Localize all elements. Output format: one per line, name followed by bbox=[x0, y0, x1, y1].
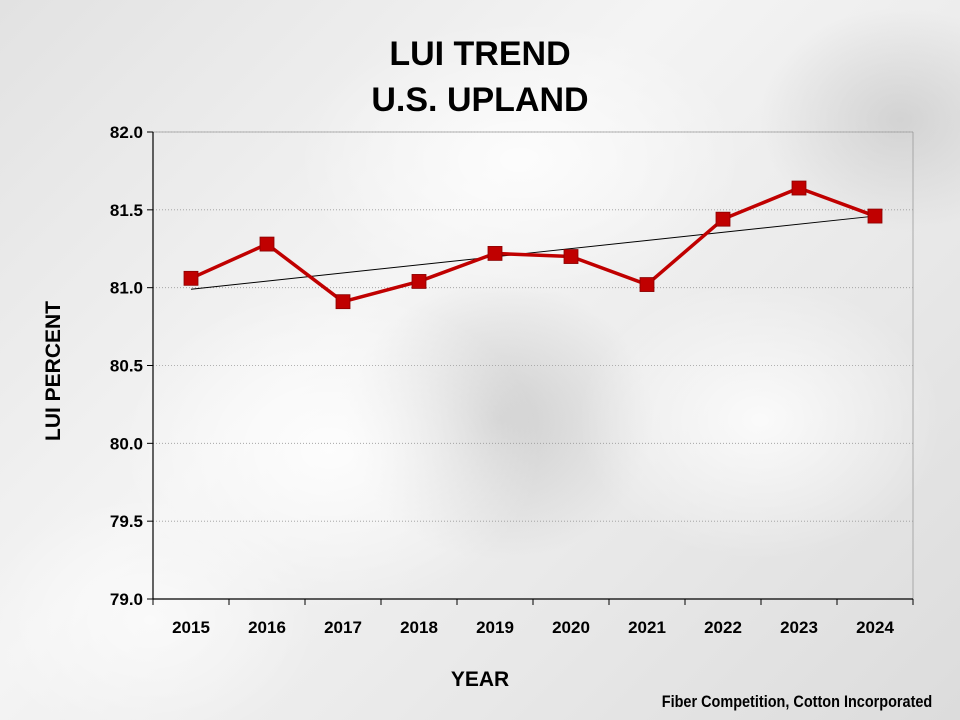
x-tick-label: 2024 bbox=[856, 618, 894, 637]
x-tick-label: 2023 bbox=[780, 618, 818, 637]
x-tick-label: 2018 bbox=[400, 618, 438, 637]
x-tick-label: 2017 bbox=[324, 618, 362, 637]
x-tick-label: 2015 bbox=[172, 618, 210, 637]
data-point-marker bbox=[411, 274, 427, 289]
data-point-marker bbox=[791, 180, 807, 196]
x-tick-label: 2022 bbox=[704, 618, 742, 637]
data-point-marker bbox=[259, 236, 275, 252]
chart-title-line-1: LUI TREND bbox=[389, 35, 571, 73]
data-point-marker bbox=[183, 270, 199, 286]
x-tick-label: 2016 bbox=[248, 618, 286, 637]
y-tick-label: 79.0 bbox=[110, 590, 143, 609]
data-point-marker bbox=[335, 294, 351, 310]
y-axis-title: LUI PERCENT bbox=[42, 301, 65, 441]
trendline bbox=[190, 215, 876, 290]
x-tick-label: 2021 bbox=[628, 618, 666, 637]
y-tick-label: 79.5 bbox=[110, 512, 143, 531]
source-credit: Fiber Competition, Cotton Incorporated bbox=[661, 692, 932, 711]
y-tick-label: 81.0 bbox=[110, 279, 143, 298]
x-tick-label: 2020 bbox=[552, 618, 590, 637]
y-tick-label: 81.5 bbox=[110, 201, 143, 220]
data-point-marker bbox=[867, 208, 883, 224]
chart-title-line-2: U.S. UPLAND bbox=[371, 81, 589, 119]
data-point-marker bbox=[639, 277, 655, 292]
data-point-marker bbox=[563, 249, 579, 264]
y-tick-label: 82.0 bbox=[110, 123, 143, 142]
data-point-marker bbox=[715, 211, 731, 227]
x-axis-title: YEAR bbox=[451, 668, 509, 691]
y-tick-label: 80.5 bbox=[110, 357, 143, 376]
data-point-marker bbox=[487, 246, 503, 261]
x-tick-label: 2019 bbox=[476, 618, 514, 637]
y-tick-label: 80.0 bbox=[110, 434, 143, 453]
series-line bbox=[190, 186, 876, 304]
